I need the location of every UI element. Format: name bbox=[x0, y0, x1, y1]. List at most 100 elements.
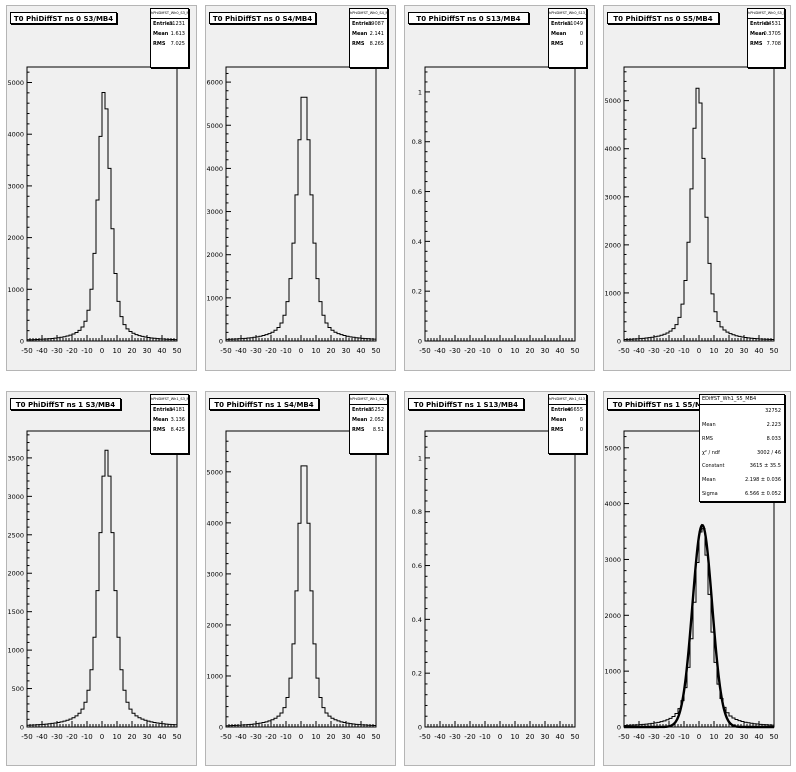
stats-row: Entries 46655 bbox=[549, 405, 586, 415]
x-tick-label: 20 bbox=[327, 733, 336, 741]
x-tick-label: -40 bbox=[633, 733, 644, 741]
x-tick-label: -40 bbox=[633, 347, 644, 355]
stats-row: Entries 34531 bbox=[748, 19, 784, 29]
y-tick-label: 0 bbox=[617, 338, 621, 346]
y-tick-label: 4000 bbox=[604, 500, 621, 508]
stats-label: χ² / ndf bbox=[702, 449, 720, 456]
stats-row: Mean -0.3705 bbox=[748, 29, 784, 39]
stats-value: 34181 bbox=[169, 407, 185, 413]
x-tick-label: 30 bbox=[143, 733, 152, 741]
stats-value: 31231 bbox=[169, 21, 185, 27]
x-tick-label: 50 bbox=[173, 733, 182, 741]
stats-row: χ² / ndf 3002 / 46 bbox=[700, 447, 784, 461]
x-tick-label: 0 bbox=[498, 347, 502, 355]
x-tick-label: -20 bbox=[464, 733, 475, 741]
stats-box: hPhiDiffST_Wh0_S13_MB4Entries31049Mean0R… bbox=[548, 8, 587, 68]
stats-value: 46655 bbox=[567, 407, 583, 413]
histogram-title: T0 PhiDiffST ns 1 S3/MB4 bbox=[10, 398, 121, 410]
stats-label: Mean bbox=[551, 417, 567, 423]
y-tick-label: 1000 bbox=[206, 672, 223, 680]
y-tick-label: 6000 bbox=[206, 79, 223, 87]
stats-row: 32752 bbox=[700, 405, 784, 419]
x-tick-label: -50 bbox=[419, 347, 430, 355]
histogram-plot: -50 -40 -30 -20 -10 0 10 20 30 40 50 0 1000 2000 3000 4… bbox=[206, 430, 380, 741]
histogram-line bbox=[623, 87, 775, 341]
stats-label: Mean bbox=[153, 31, 169, 37]
histogram-title: T0 PhiDiffST ns 0 S4/MB4 bbox=[209, 12, 316, 24]
x-tick-label: 30 bbox=[342, 733, 351, 741]
x-tick-label: 10 bbox=[113, 347, 122, 355]
stats-label: Mean bbox=[750, 31, 766, 37]
x-tick-label: 20 bbox=[128, 347, 137, 355]
x-tick-label: -20 bbox=[66, 733, 77, 741]
stats-histogram-name: hPhiDiffST_Wh1_S4_MB4 bbox=[350, 395, 387, 405]
x-tick-label: 30 bbox=[143, 347, 152, 355]
fit-stats-box: EDiffST_Wh1_S5_MB4 32752 Mean 2.223 RMS 8.033… bbox=[699, 394, 785, 502]
histogram-pad: -50 -40 -30 -20 -10 0 10 20 30 40 50 0 1000 2000 3000 4… bbox=[603, 391, 791, 766]
x-tick-label: -10 bbox=[81, 733, 92, 741]
y-tick-label: 2000 bbox=[206, 621, 223, 629]
x-tick-label: 0 bbox=[697, 347, 701, 355]
stats-label: RMS bbox=[551, 41, 564, 47]
stats-row: Mean 2.141 bbox=[350, 29, 387, 39]
stats-label: RMS bbox=[750, 41, 763, 47]
y-tick-label: 3000 bbox=[7, 493, 24, 501]
histogram-line bbox=[225, 465, 377, 727]
y-tick-label: 0 bbox=[418, 724, 422, 732]
x-tick-label: 50 bbox=[372, 347, 381, 355]
y-tick-label: 3000 bbox=[206, 570, 223, 578]
stats-value: 8.51 bbox=[372, 427, 384, 433]
x-tick-label: 50 bbox=[173, 347, 182, 355]
x-tick-label: 30 bbox=[740, 347, 749, 355]
stats-box: hPhiDiffST_Wh0_S5_MB4Entries34531Mean-0.… bbox=[747, 8, 785, 68]
stats-label: RMS bbox=[702, 435, 713, 442]
x-tick-label: -30 bbox=[648, 347, 659, 355]
x-tick-label: -10 bbox=[678, 347, 689, 355]
x-tick-label: -30 bbox=[250, 347, 261, 355]
x-tick-label: 10 bbox=[710, 347, 719, 355]
x-tick-label: -20 bbox=[464, 347, 475, 355]
y-tick-label: 0.8 bbox=[412, 508, 422, 516]
stats-value: 35252 bbox=[368, 407, 384, 413]
stats-histogram-name: hPhiDiffST_Wh1_S13_MB4 bbox=[549, 395, 586, 405]
x-tick-label: 10 bbox=[113, 733, 122, 741]
y-tick-label: 2000 bbox=[7, 570, 24, 578]
x-tick-label: -40 bbox=[36, 347, 47, 355]
y-tick-label: 0 bbox=[20, 724, 24, 732]
stats-value: 2.198 ± 0.036 bbox=[745, 477, 781, 484]
x-tick-label: -30 bbox=[51, 733, 62, 741]
stats-value: 8.033 bbox=[766, 435, 781, 442]
x-tick-label: 10 bbox=[312, 733, 321, 741]
histogram-plot: -50 -40 -30 -20 -10 0 10 20 30 40 50 0 1000 2000 3000 4… bbox=[604, 430, 778, 741]
stats-box: hPhiDiffST_Wh1_S3_MB4Entries34181Mean3.1… bbox=[150, 394, 189, 454]
x-tick-label: 30 bbox=[740, 733, 749, 741]
stats-histogram-name: hPhiDiffST_Wh1_S3_MB4 bbox=[151, 395, 188, 405]
y-tick-label: 1500 bbox=[7, 608, 24, 616]
x-tick-label: 10 bbox=[312, 347, 321, 355]
stats-label: Mean bbox=[702, 421, 716, 428]
stats-value: 0 bbox=[579, 41, 583, 47]
histogram-pad: -50 -40 -30 -20 -10 0 10 20 30 40 50 0 1000 2000 3000 4… bbox=[603, 5, 791, 371]
stats-row: RMS 0 bbox=[549, 425, 586, 435]
y-tick-label: 5000 bbox=[7, 79, 24, 87]
x-tick-label: -50 bbox=[220, 347, 231, 355]
y-tick-label: 1000 bbox=[206, 294, 223, 302]
y-tick-label: 2000 bbox=[604, 241, 621, 249]
x-tick-label: -30 bbox=[51, 347, 62, 355]
stats-value: 0 bbox=[579, 427, 583, 433]
stats-histogram-name: hPhiDiffST_Wh0_S3_MB4 bbox=[151, 9, 188, 19]
y-tick-label: 1000 bbox=[7, 647, 24, 655]
stats-box: hPhiDiffST_Wh0_S4_MB4Entries39087Mean2.1… bbox=[349, 8, 388, 68]
x-tick-label: 0 bbox=[299, 347, 303, 355]
stats-value: -0.3705 bbox=[761, 31, 781, 37]
x-tick-label: -10 bbox=[280, 733, 291, 741]
stats-row: RMS 8.425 bbox=[151, 425, 188, 435]
y-tick-label: 0 bbox=[219, 338, 223, 346]
x-tick-label: -50 bbox=[220, 733, 231, 741]
stats-label: Entries bbox=[551, 21, 571, 27]
stats-value: 7.025 bbox=[170, 41, 185, 47]
y-tick-label: 0.8 bbox=[412, 138, 422, 146]
histogram-title: T0 PhiDiffST ns 1 S4/MB4 bbox=[209, 398, 319, 410]
histogram-line bbox=[26, 91, 178, 341]
stats-value: 3615 ± 35.5 bbox=[749, 463, 781, 470]
